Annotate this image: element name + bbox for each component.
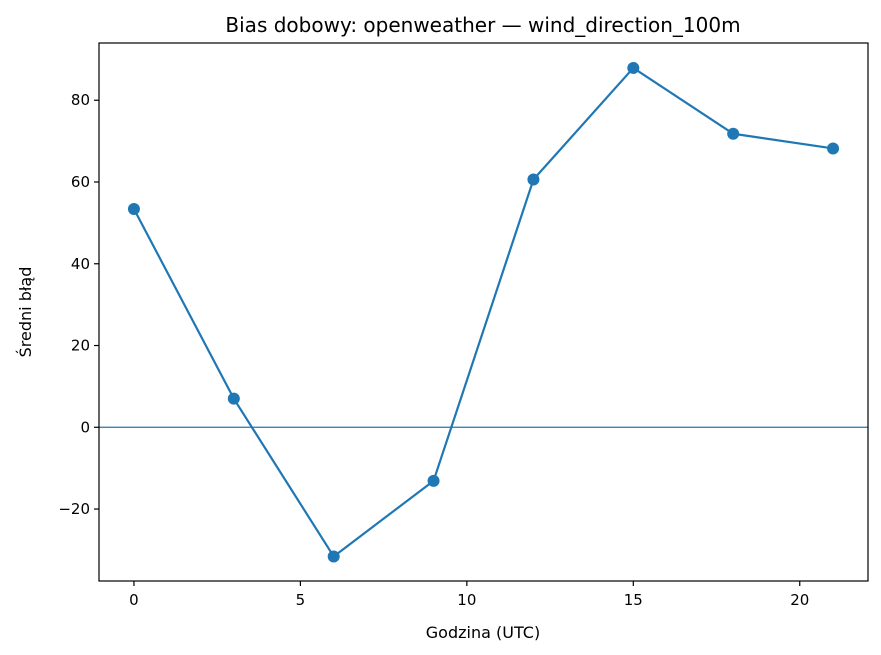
- data-point: [627, 61, 640, 74]
- y-tick-label: −20: [58, 500, 90, 518]
- data-point: [527, 173, 540, 186]
- data-point: [227, 392, 240, 405]
- x-axis-label: Godzina (UTC): [426, 623, 540, 642]
- x-tick-label: 10: [457, 591, 476, 609]
- y-tick-label: 20: [71, 337, 90, 355]
- x-tick-label: 20: [790, 591, 809, 609]
- x-tick-label: 15: [624, 591, 643, 609]
- y-tick-label: 80: [71, 91, 90, 109]
- data-point: [127, 202, 140, 215]
- data-point: [727, 127, 740, 140]
- plot-area: [99, 61, 868, 563]
- y-axis-label: Średni błąd: [16, 267, 35, 358]
- data-point: [427, 474, 440, 487]
- y-tick-label: 40: [71, 255, 90, 273]
- y-tick-label: 0: [80, 418, 90, 436]
- x-tick-label: 0: [129, 591, 139, 609]
- data-point: [827, 142, 840, 155]
- data-point: [327, 550, 340, 563]
- axes-frame: [98, 42, 869, 582]
- chart-title: Bias dobowy: openweather — wind_directio…: [225, 13, 740, 37]
- series-line: [132, 66, 834, 558]
- y-axis: −20 0 20 40 60 80: [58, 91, 99, 518]
- y-tick-label: 60: [71, 173, 90, 191]
- x-tick-label: 5: [296, 591, 306, 609]
- x-axis: 0 5 10 15 20: [129, 581, 809, 609]
